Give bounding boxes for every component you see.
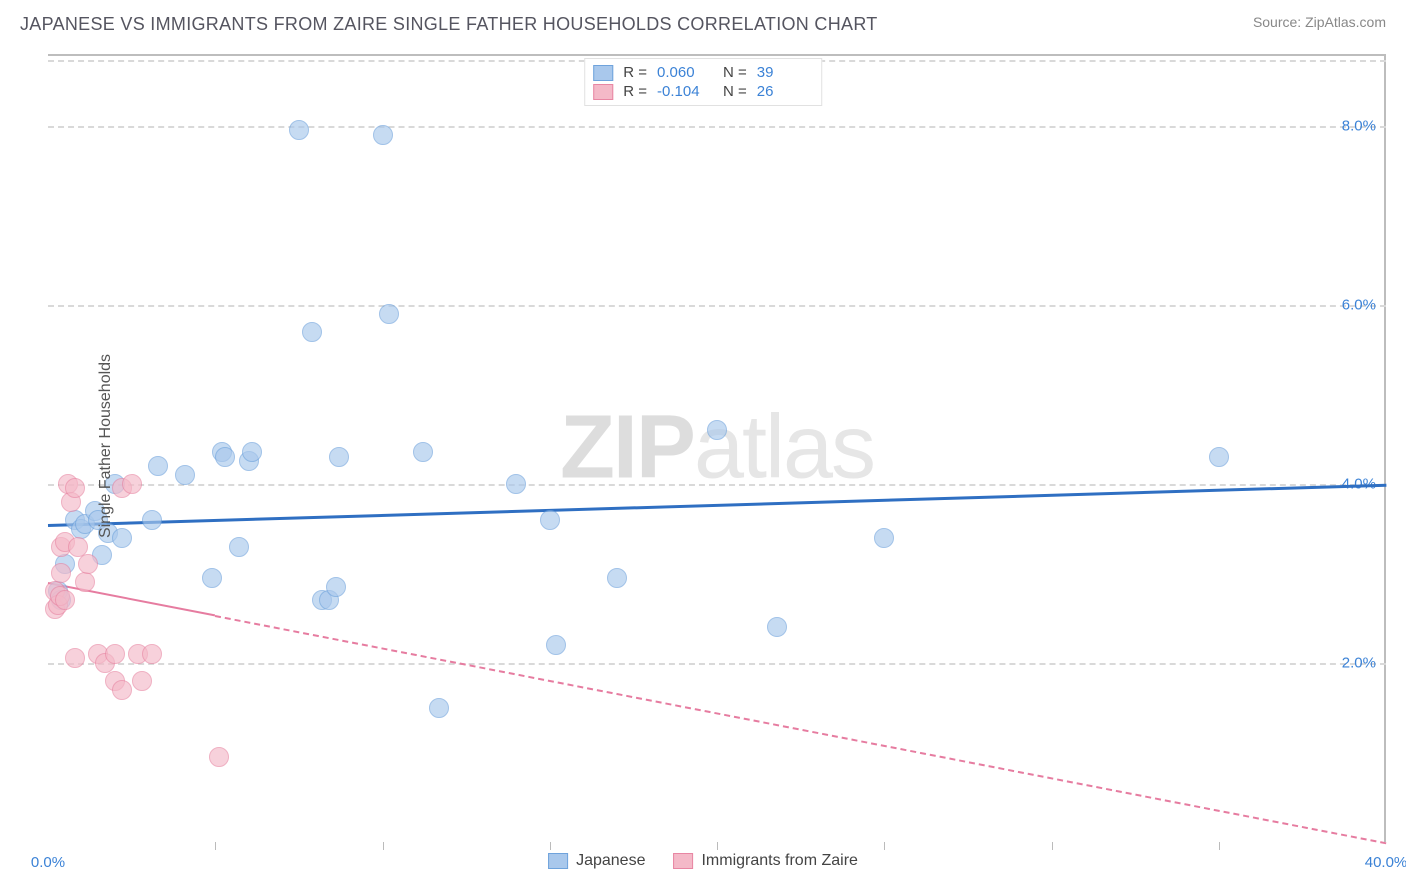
data-point <box>175 465 195 485</box>
data-point <box>78 554 98 574</box>
series-legend: Japanese Immigrants from Zaire <box>548 852 858 870</box>
legend-swatch <box>548 853 568 869</box>
n-label: N = <box>723 83 747 100</box>
data-point <box>326 577 346 597</box>
chart-title: JAPANESE VS IMMIGRANTS FROM ZAIRE SINGLE… <box>20 14 878 35</box>
data-point <box>429 698 449 718</box>
x-tick <box>1219 842 1220 850</box>
data-point <box>874 528 894 548</box>
data-point <box>112 680 132 700</box>
data-point <box>242 442 262 462</box>
data-point <box>122 474 142 494</box>
data-point <box>373 125 393 145</box>
legend-swatch <box>593 65 613 81</box>
data-point <box>65 648 85 668</box>
legend-swatch <box>673 853 693 869</box>
gridline <box>48 484 1386 486</box>
scatter-plot: ZIPatlas 2.0%4.0%6.0%8.0% <box>48 54 1386 842</box>
source-credit: Source: ZipAtlas.com <box>1253 14 1386 30</box>
data-point <box>75 572 95 592</box>
n-label: N = <box>723 64 747 81</box>
data-point <box>55 590 75 610</box>
x-tick <box>884 842 885 850</box>
data-point <box>767 617 787 637</box>
r-value: 0.060 <box>657 64 713 81</box>
data-point <box>546 635 566 655</box>
y-tick-label: 8.0% <box>1342 117 1376 134</box>
y-axis-label: Single Father Households <box>97 354 115 538</box>
data-point <box>142 510 162 530</box>
data-point <box>215 447 235 467</box>
r-label: R = <box>623 64 647 81</box>
data-point <box>105 644 125 664</box>
n-value: 26 <box>757 83 813 100</box>
legend-swatch <box>593 84 613 100</box>
x-axis-label: 40.0% <box>1365 854 1406 871</box>
data-point <box>379 304 399 324</box>
y-tick-label: 6.0% <box>1342 296 1376 313</box>
stats-legend-row: R = -0.104 N = 26 <box>593 82 813 101</box>
data-point <box>148 456 168 476</box>
data-point <box>329 447 349 467</box>
x-tick <box>717 842 718 850</box>
data-point <box>229 537 249 557</box>
legend-item: Japanese <box>548 852 645 870</box>
y-tick-label: 2.0% <box>1342 654 1376 671</box>
x-tick <box>1052 842 1053 850</box>
data-point <box>209 747 229 767</box>
stats-legend: R = 0.060 N = 39 R = -0.104 N = 26 <box>584 58 822 106</box>
data-point <box>540 510 560 530</box>
data-point <box>202 568 222 588</box>
data-point <box>132 671 152 691</box>
data-point <box>65 478 85 498</box>
data-point <box>302 322 322 342</box>
data-point <box>51 563 71 583</box>
gridline <box>48 126 1386 128</box>
gridline <box>48 305 1386 307</box>
data-point <box>707 420 727 440</box>
trend-line <box>215 615 1386 844</box>
gridline <box>48 663 1386 665</box>
legend-label: Immigrants from Zaire <box>701 852 857 870</box>
legend-item: Immigrants from Zaire <box>673 852 857 870</box>
data-point <box>413 442 433 462</box>
data-point <box>142 644 162 664</box>
data-point <box>607 568 627 588</box>
data-point <box>68 537 88 557</box>
data-point <box>1209 447 1229 467</box>
x-tick <box>383 842 384 850</box>
r-value: -0.104 <box>657 83 713 100</box>
x-tick <box>215 842 216 850</box>
n-value: 39 <box>757 64 813 81</box>
stats-legend-row: R = 0.060 N = 39 <box>593 63 813 82</box>
data-point <box>289 120 309 140</box>
legend-label: Japanese <box>576 852 645 870</box>
r-label: R = <box>623 83 647 100</box>
x-axis-label: 0.0% <box>31 854 65 871</box>
data-point <box>506 474 526 494</box>
x-tick <box>550 842 551 850</box>
